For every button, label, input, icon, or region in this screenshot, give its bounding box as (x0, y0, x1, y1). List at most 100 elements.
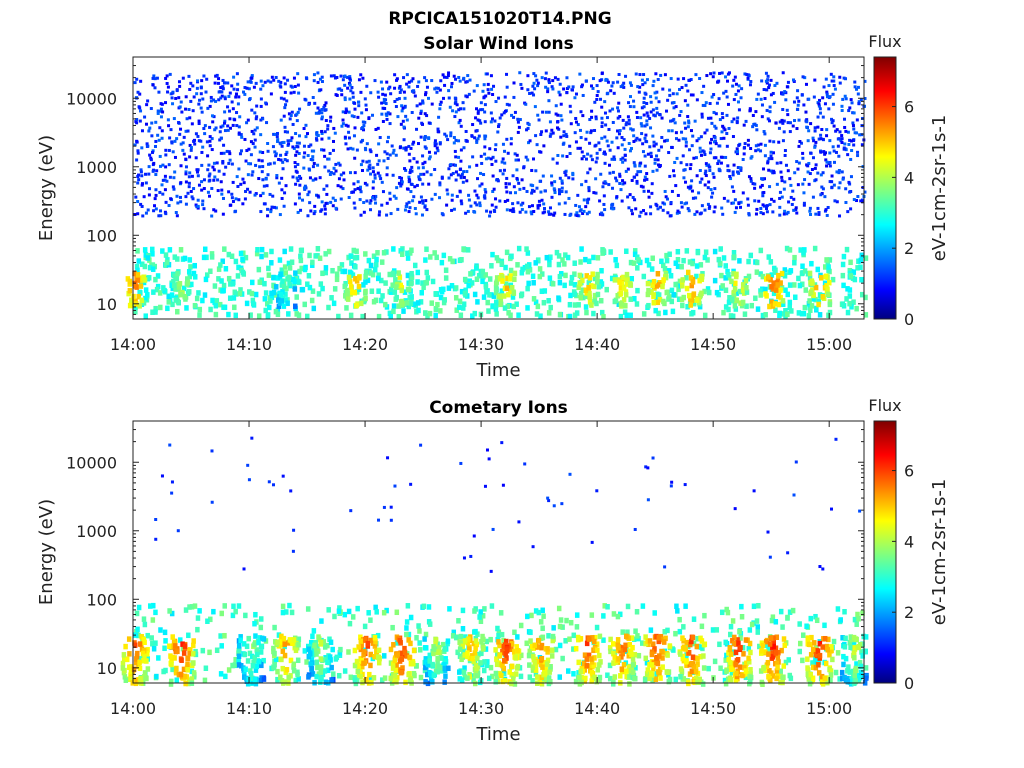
flux-cell (398, 90, 402, 94)
flux-cell (630, 178, 634, 182)
spectrogram-cells (120, 436, 869, 687)
flux-cell (518, 622, 524, 629)
flux-cell (192, 302, 198, 309)
flux-cell (679, 263, 684, 270)
flux-cell (528, 629, 533, 636)
flux-cell (320, 111, 324, 115)
flux-cell (291, 661, 297, 668)
flux-cell (828, 180, 832, 184)
flux-cell (447, 256, 453, 262)
flux-cell (221, 304, 226, 310)
flux-cell (220, 258, 225, 265)
flux-cell (592, 191, 596, 195)
flux-cell (343, 135, 347, 139)
flux-cell (329, 115, 333, 119)
flux-cell (731, 135, 735, 139)
flux-cell (694, 73, 698, 77)
flux-cell (160, 248, 165, 254)
flux-cell (776, 301, 782, 308)
flux-cell (602, 194, 606, 198)
flux-cell (286, 311, 291, 317)
flux-cell (621, 156, 625, 160)
flux-cell (699, 273, 705, 280)
flux-cell (771, 280, 776, 287)
flux-cell (452, 141, 456, 145)
flux-cell (840, 301, 845, 307)
flux-cell (632, 295, 637, 302)
flux-cell (671, 92, 675, 96)
flux-cell (704, 169, 708, 173)
flux-cell (390, 282, 395, 288)
flux-cell (202, 292, 208, 298)
flux-cell (823, 273, 829, 280)
flux-cell (576, 146, 580, 150)
flux-cell (634, 207, 638, 211)
flux-cell (563, 170, 567, 174)
flux-cell (784, 98, 788, 102)
flux-cell (542, 144, 546, 148)
flux-cell (769, 150, 773, 154)
flux-cell (269, 260, 274, 266)
flux-cell (714, 289, 720, 296)
flux-cell (434, 254, 439, 261)
flux-cell (624, 281, 630, 287)
flux-cell (424, 279, 430, 286)
flux-cell (739, 205, 743, 209)
flux-cell (520, 208, 524, 212)
flux-cell (863, 255, 869, 261)
flux-cell (683, 99, 687, 103)
flux-cell (433, 306, 439, 313)
flux-cell (266, 207, 270, 211)
flux-cell (402, 90, 406, 94)
flux-cell (394, 153, 398, 157)
flux-cell (808, 307, 813, 313)
flux-cell (596, 284, 602, 290)
flux-cell (766, 74, 770, 78)
flux-cell (319, 618, 324, 624)
flux-cell (852, 127, 856, 131)
flux-cell (399, 669, 404, 676)
flux-cell (467, 193, 471, 197)
flux-cell (504, 182, 508, 186)
flux-cell (627, 118, 631, 122)
flux-cell (380, 112, 384, 116)
flux-cell (161, 192, 165, 196)
flux-cell (475, 299, 480, 305)
flux-cell (313, 204, 317, 208)
flux-cell (461, 246, 466, 253)
flux-cell (151, 289, 156, 295)
flux-cell (254, 163, 258, 167)
flux-cell (505, 190, 509, 194)
flux-cell (349, 146, 353, 150)
flux-cell (169, 661, 174, 668)
flux-cell (228, 281, 233, 287)
flux-cell (582, 154, 586, 158)
flux-cell (144, 658, 149, 664)
flux-cell (532, 81, 536, 85)
flux-cell (348, 77, 352, 81)
flux-cell (796, 167, 800, 171)
flux-cell (651, 456, 655, 460)
flux-cell (242, 90, 246, 94)
flux-cell (500, 160, 504, 164)
flux-cell (700, 115, 704, 119)
flux-cell (171, 282, 177, 289)
flux-cell (690, 179, 694, 183)
flux-cell (640, 106, 644, 110)
flux-cell (529, 210, 533, 214)
flux-cell (193, 648, 198, 655)
flux-cell (524, 263, 530, 270)
flux-cell (243, 137, 247, 141)
flux-cell (262, 202, 266, 206)
flux-cell (624, 74, 628, 78)
flux-cell (601, 185, 605, 189)
flux-cell (739, 168, 743, 172)
flux-cell (388, 646, 394, 653)
flux-cell (408, 614, 414, 621)
flux-cell (741, 158, 745, 162)
flux-cell (520, 266, 525, 273)
flux-cell (661, 201, 665, 205)
flux-cell (308, 176, 312, 180)
flux-cell (760, 273, 766, 280)
flux-cell (173, 297, 179, 303)
